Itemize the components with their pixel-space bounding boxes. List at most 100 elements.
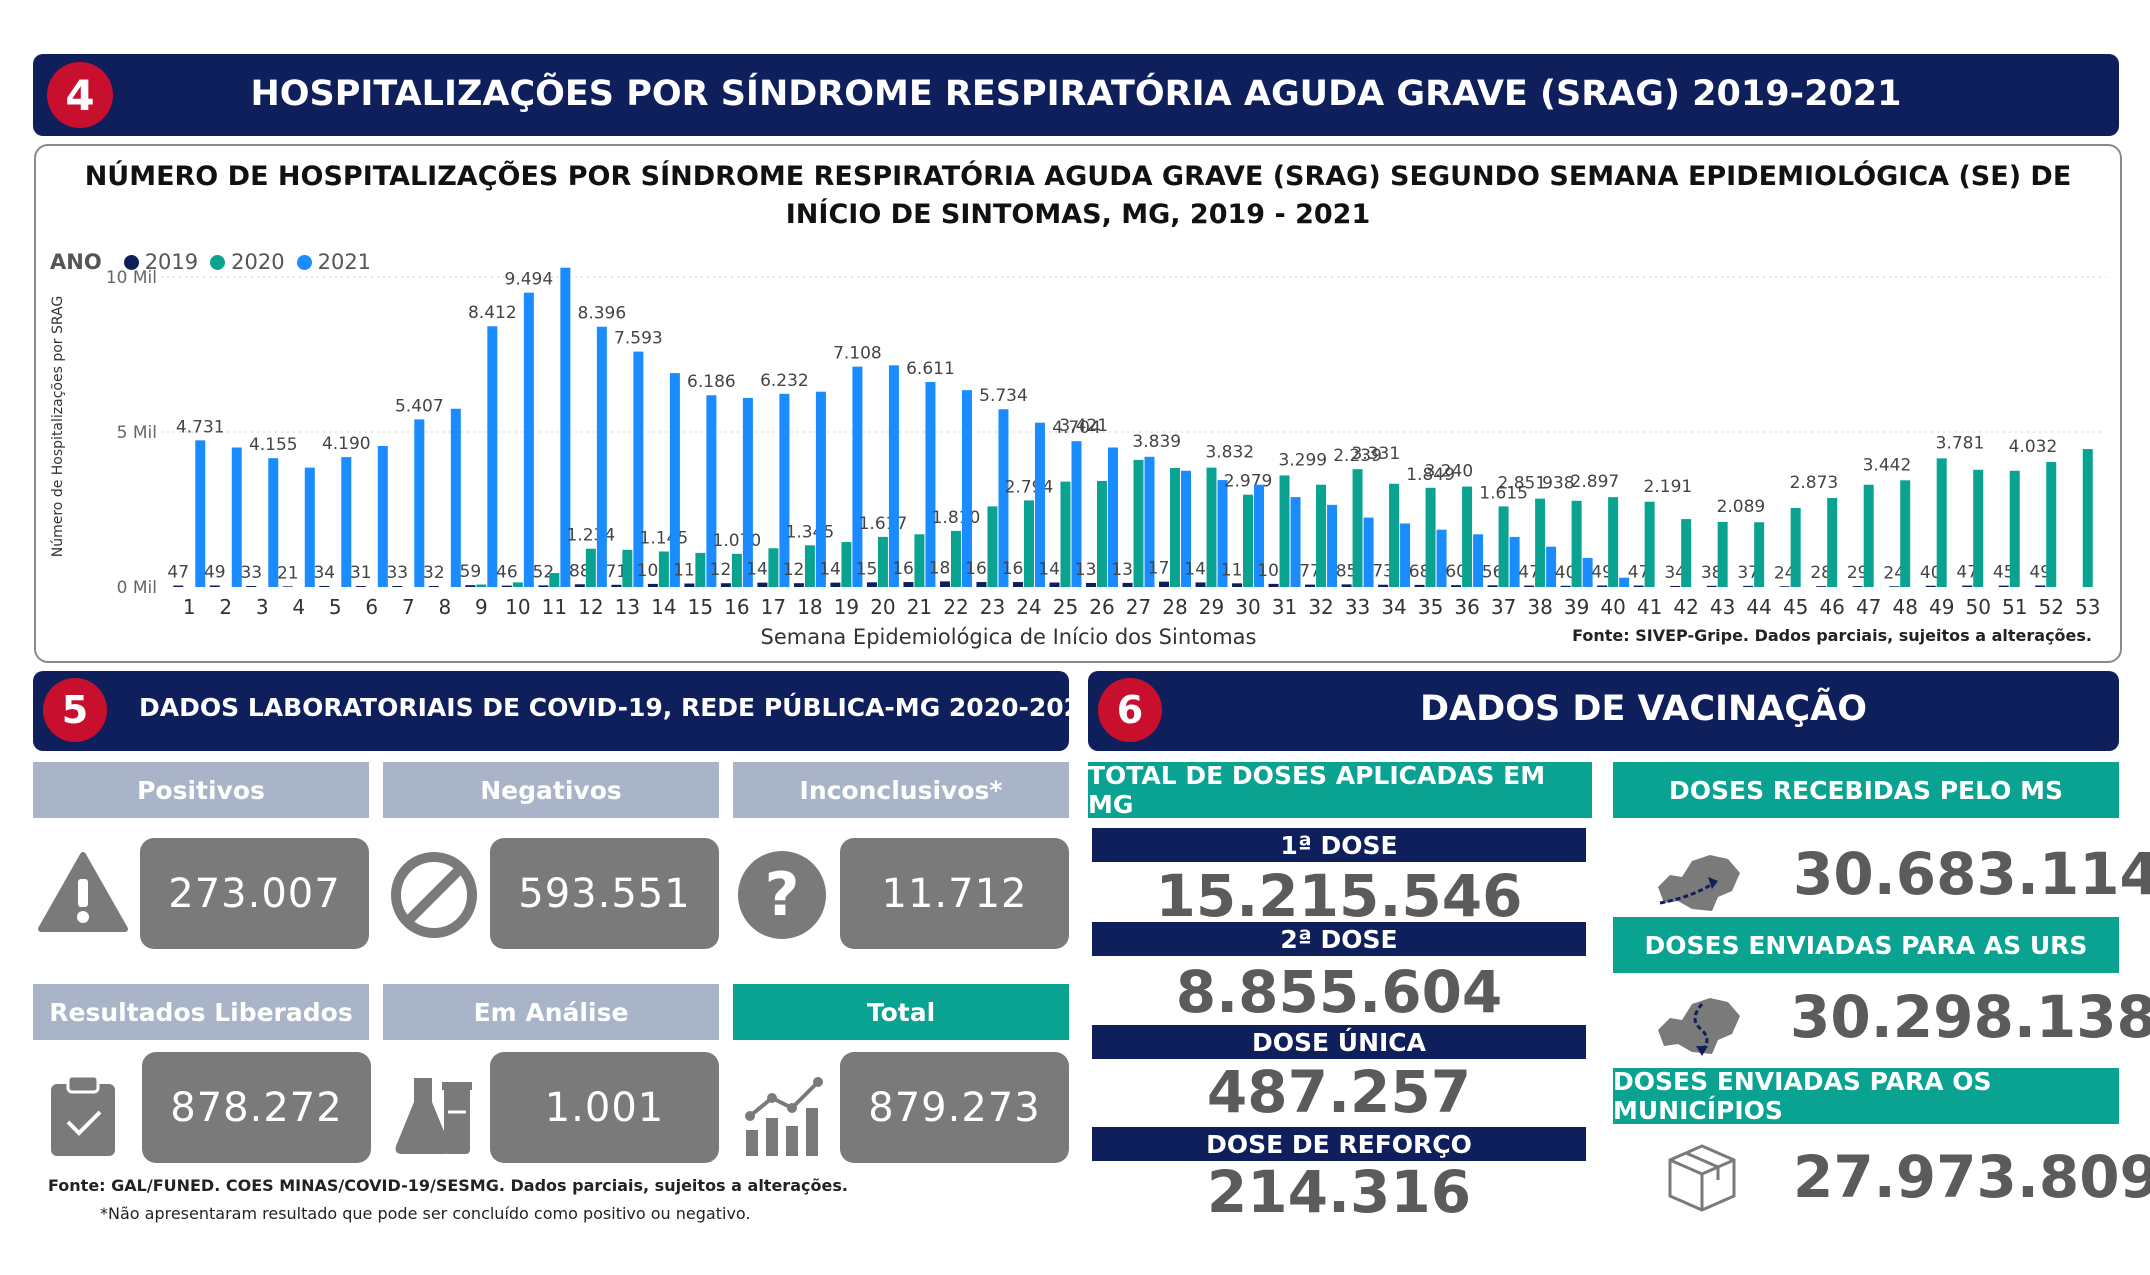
- bar-2020-se-23: [987, 506, 998, 587]
- bar-2019-se-5: [319, 585, 330, 587]
- annotation-label: 2.851: [1498, 474, 1547, 494]
- bar-2019-se-26: [1085, 582, 1096, 587]
- bar-2021-se-13: [633, 351, 644, 587]
- bar-2020-se-45: [1790, 507, 1801, 587]
- bar-2021-se-19: [852, 366, 863, 587]
- dose2-value: 8.855.604: [1175, 958, 1503, 1026]
- data-label-2019-se-10: 46: [496, 563, 518, 583]
- recebidas-value: 30.683.114: [1793, 840, 2150, 908]
- bar-2019-se-52: [2035, 585, 2046, 587]
- bar-2021-se-1: [195, 440, 206, 587]
- x-tick-label: 26: [1089, 595, 1114, 619]
- data-label-2019-se-39: 40: [1555, 563, 1577, 583]
- data-label-2021-se-5: 4.190: [322, 434, 371, 454]
- data-label-2021-se-13: 7.593: [614, 329, 663, 349]
- bar-2020-se-17: [768, 548, 779, 587]
- section-5-source: Fonte: GAL/FUNED. COES MINAS/COVID-19/SE…: [48, 1176, 848, 1195]
- bar-2020-se-29: [1206, 467, 1217, 587]
- data-label-2021-se-15: 6.186: [687, 372, 736, 392]
- bar-2019-se-14: [647, 583, 658, 587]
- bar-2020-se-52: [2046, 462, 2057, 587]
- bar-2020-se-49: [1936, 458, 1947, 587]
- data-label-2019-se-42: 34: [1664, 563, 1686, 583]
- bar-2021-se-29: [1217, 480, 1228, 587]
- positivos-label: Positivos: [33, 762, 369, 818]
- x-tick-label: 47: [1856, 595, 1881, 619]
- chart-source: Fonte: SIVEP-Gripe. Dados parciais, suje…: [1572, 626, 2092, 645]
- data-label-2019-se-33: 85: [1336, 561, 1358, 581]
- bar-2019-se-24: [1012, 582, 1023, 587]
- x-tick-label: 5: [329, 595, 342, 619]
- x-tick-label: 50: [1965, 595, 1990, 619]
- chart-legend: ANO 2019 2020 2021: [50, 250, 371, 274]
- bar-2020-se-22: [950, 530, 961, 587]
- bar-2021-se-12: [596, 326, 607, 587]
- x-tick-label: 31: [1272, 595, 1297, 619]
- bar-2019-se-28: [1159, 581, 1170, 587]
- data-label-2019-se-34: 73: [1372, 562, 1394, 582]
- bar-2019-se-13: [611, 584, 622, 587]
- x-tick-label: 9: [475, 595, 488, 619]
- bar-2019-se-37: [1487, 585, 1498, 587]
- legend-title: ANO: [50, 250, 102, 274]
- x-tick-label: 10: [505, 595, 530, 619]
- dose-unica-label: DOSE ÚNICA: [1092, 1025, 1586, 1059]
- bar-2020-se-18: [804, 545, 815, 587]
- bar-2021-se-40: [1619, 577, 1630, 587]
- bar-2019-se-33: [1341, 584, 1352, 587]
- bar-2021-se-8: [450, 408, 461, 587]
- bar-2021-se-30: [1254, 484, 1265, 587]
- data-label-2019-se-43: 38: [1701, 563, 1723, 583]
- bar-2021-se-32: [1327, 504, 1338, 587]
- x-tick-label: 19: [834, 595, 859, 619]
- bar-2021-se-36: [1473, 534, 1484, 587]
- x-tick-label: 6: [365, 595, 378, 619]
- x-tick-label: 51: [2002, 595, 2027, 619]
- bar-2021-se-38: [1546, 546, 1557, 587]
- bar-2020-se-42: [1681, 519, 1692, 587]
- data-label-2021-se-17: 6.232: [760, 371, 809, 391]
- annotation-label: 2.191: [1644, 477, 1693, 497]
- dose-unica-value: 487.257: [1206, 1058, 1472, 1126]
- bar-2019-se-38: [1524, 585, 1535, 587]
- bar-2021-se-10: [523, 292, 534, 587]
- bar-2019-se-43: [1706, 585, 1717, 587]
- annotation-label: 3.240: [1424, 462, 1473, 482]
- x-tick-label: 27: [1126, 595, 1151, 619]
- data-label-2019-se-47: 29: [1847, 563, 1869, 583]
- bar-2020-se-10: [512, 582, 523, 587]
- bar-2020-se-46: [1827, 497, 1838, 587]
- bar-2021-se-35: [1436, 529, 1447, 587]
- section-4-header: 4 HOSPITALIZAÇÕES POR SÍNDROME RESPIRATÓ…: [33, 54, 2119, 136]
- x-tick-label: 13: [615, 595, 640, 619]
- bar-2020-se-34: [1389, 483, 1400, 587]
- bar-2019-se-25: [1049, 582, 1060, 587]
- data-label-2019-se-52: 49: [2029, 562, 2051, 582]
- data-label-2019-se-2: 49: [204, 562, 226, 582]
- data-label-2019-se-37: 56: [1482, 562, 1504, 582]
- x-tick-label: 25: [1053, 595, 1078, 619]
- bar-2019-se-50: [1962, 585, 1973, 587]
- bar-2020-se-43: [1717, 521, 1728, 587]
- bar-2021-se-5: [341, 457, 352, 587]
- bar-2020-se-35: [1425, 487, 1436, 587]
- bar-2021-se-31: [1290, 497, 1301, 587]
- x-tick-label: 14: [651, 595, 676, 619]
- x-tick-label: 18: [797, 595, 822, 619]
- data-label-2019-se-50: 47: [1956, 563, 1978, 583]
- data-label-2020-se-16: 1.070: [713, 531, 762, 551]
- x-tick-label: 41: [1637, 595, 1662, 619]
- annotation-label: 2.873: [1790, 473, 1839, 493]
- prohibited-icon: [391, 852, 477, 938]
- legend-swatch-2021: [296, 254, 312, 270]
- data-label-2019-se-4: 21: [277, 563, 299, 583]
- bar-2019-se-41: [1633, 585, 1644, 587]
- x-tick-label: 15: [688, 595, 713, 619]
- data-label-2019-se-7: 33: [386, 563, 408, 583]
- bar-2020-se-30: [1243, 494, 1254, 587]
- warning-icon: [38, 852, 128, 932]
- data-label-2019-se-3: 33: [240, 563, 262, 583]
- x-tick-label: 34: [1381, 595, 1406, 619]
- data-label-2019-se-13: 71: [606, 562, 628, 582]
- bar-2019-se-51: [1998, 585, 2009, 587]
